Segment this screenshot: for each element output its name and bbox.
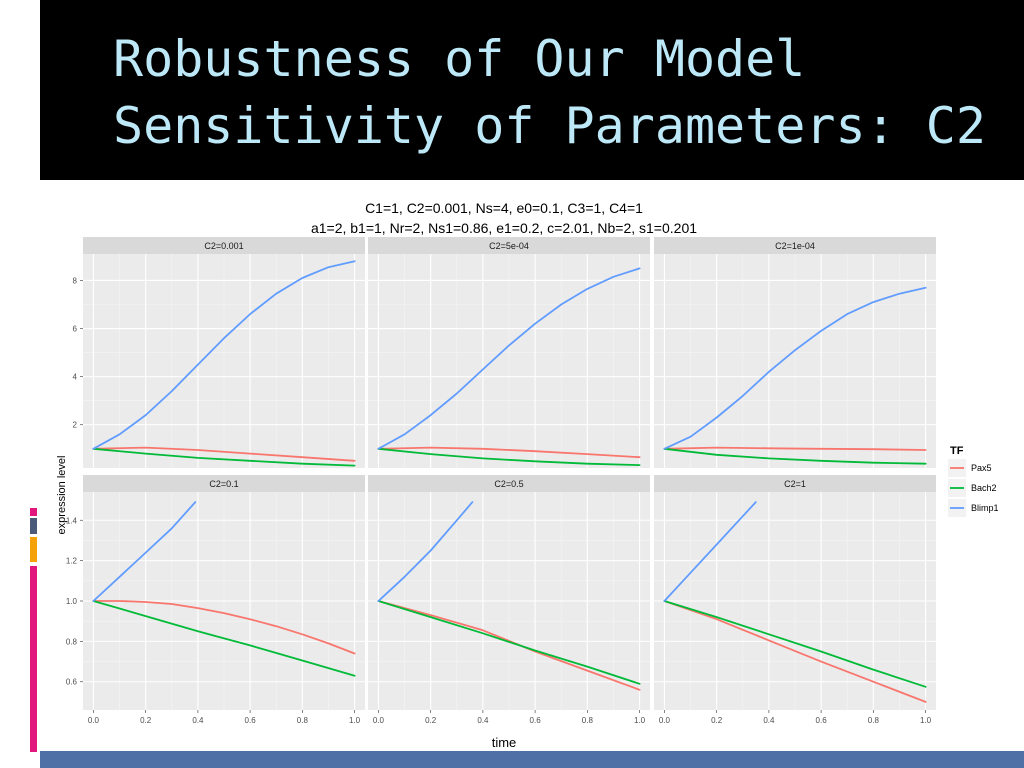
- y-tick-label: 1.2: [66, 557, 78, 566]
- x-tick-label: 0.4: [763, 716, 775, 725]
- series-line-pax5: [92, 446, 356, 462]
- x-tick-label: 1.0: [634, 716, 646, 725]
- legend-items: Pax5 Bach2 Blimp1: [948, 459, 999, 517]
- series-line-blimp1: [92, 260, 356, 450]
- chart-title-line-1: C1=1, C2=0.001, Ns=4, e0=0.1, C3=1, C4=1: [365, 200, 643, 216]
- y-tick-label: 1.0: [66, 597, 78, 606]
- slide-title-line-2: Sensitivity of Parameters: C2: [113, 97, 986, 155]
- facet-strip-label: C2=0.5: [494, 479, 523, 489]
- facet-strip-label: C2=0.1: [209, 479, 238, 489]
- x-tick-label: 0.8: [297, 716, 309, 725]
- y-tick-label: 6: [73, 325, 78, 334]
- x-tick-label: 0.0: [659, 716, 671, 725]
- deco-stripe-white-2: [27, 30, 31, 118]
- series-line-bach2: [377, 447, 641, 467]
- y-tick-label: 0.6: [66, 678, 78, 687]
- series-line-bach2: [92, 600, 356, 677]
- chart-area: C1=1, C2=0.001, Ns=4, e0=0.1, C3=1, C4=1…: [40, 180, 1024, 751]
- x-tick-label: 0.2: [711, 716, 723, 725]
- axis-ticks: 2 4 6 8 0.6 0.8 1.0 1.2 1.4 0.0 0.2 0.4 0.6 0.8 1.0 0.0…: [66, 276, 932, 725]
- x-tick-label: 0.8: [582, 716, 594, 725]
- x-tick-label: 1.0: [349, 716, 361, 725]
- x-tick-label: 1.0: [920, 716, 932, 725]
- facet-strip-label: C2=1e-04: [775, 241, 815, 251]
- y-tick-label: 1.4: [66, 516, 78, 525]
- x-tick-label: 0.0: [373, 716, 385, 725]
- x-tick-label: 0.0: [88, 716, 100, 725]
- deco-stripe-white-1: [22, 30, 24, 118]
- slide-left-decoration: [0, 0, 40, 768]
- legend: TF Pax5 Bach2 Blimp1: [948, 445, 999, 517]
- facet-strip: [83, 237, 365, 254]
- facet-strip-label: C2=5e-04: [489, 241, 529, 251]
- x-tick-label: 0.4: [477, 716, 489, 725]
- x-axis-label: time: [492, 735, 517, 750]
- series-line-pax5: [663, 446, 927, 451]
- x-tick-label: 0.2: [425, 716, 437, 725]
- slide-title-bar: Robustness of Our Model Sensitivity of P…: [40, 0, 1024, 180]
- y-tick-label: 0.8: [66, 637, 78, 646]
- x-tick-label: 0.6: [816, 716, 828, 725]
- y-tick-label: 8: [73, 276, 78, 285]
- y-tick-label: 4: [73, 373, 78, 382]
- deco-block-pink-small: [30, 508, 37, 516]
- series-line-pax5: [377, 446, 641, 459]
- x-tick-label: 0.8: [868, 716, 880, 725]
- facet-strip: [368, 237, 650, 254]
- x-tick-label: 0.6: [530, 716, 542, 725]
- series-line-bach2: [92, 447, 356, 467]
- series-line-blimp1: [377, 501, 474, 602]
- deco-block-orange: [30, 537, 37, 562]
- slide-bottom-band: [40, 751, 1024, 768]
- facet-panel: C2=0.1: [83, 475, 365, 710]
- legend-label-blimp1: Blimp1: [971, 503, 999, 513]
- series-line-blimp1: [663, 501, 757, 602]
- facet-panel: C2=0.5: [368, 475, 650, 710]
- facet-panel: C2=1: [654, 475, 936, 710]
- chart-title-line-2: a1=2, b1=1, Nr=2, Ns1=0.86, e1=0.2, c=2.…: [311, 220, 697, 236]
- series-line-blimp1: [92, 501, 197, 602]
- facet-panel: C2=0.001: [83, 237, 365, 468]
- y-axis-label: expression level: [56, 456, 68, 535]
- facet-panel: C2=5e-04: [368, 237, 650, 468]
- series-line-pax5: [377, 600, 641, 691]
- facet-strip: [368, 475, 650, 492]
- legend-title: TF: [950, 445, 964, 457]
- deco-block-slate: [30, 518, 37, 534]
- deco-block-pink-tall: [30, 566, 37, 752]
- x-tick-label: 0.4: [192, 716, 204, 725]
- series-line-pax5: [92, 600, 356, 655]
- series-line-blimp1: [377, 267, 641, 450]
- deco-stripe-white-3: [34, 30, 40, 118]
- series-line-pax5: [663, 600, 927, 703]
- series-line-blimp1: [663, 286, 927, 450]
- series-line-bach2: [377, 600, 641, 685]
- x-tick-label: 0.6: [245, 716, 257, 725]
- series-line-bach2: [663, 600, 927, 688]
- facet-strip: [654, 237, 936, 254]
- facet-panel: C2=1e-04: [654, 237, 936, 468]
- facet-line-chart: C1=1, C2=0.001, Ns=4, e0=0.1, C3=1, C4=1…: [56, 200, 999, 750]
- facet-strip-label: C2=1: [784, 479, 806, 489]
- facet-strip: [654, 475, 936, 492]
- y-tick-label: 2: [73, 421, 78, 430]
- series-line-bach2: [663, 447, 927, 465]
- x-tick-label: 0.2: [140, 716, 152, 725]
- facet-strip-label: C2=0.001: [204, 241, 243, 251]
- facet-panels: C2=0.001 C2=5e-04 C2=1e-04 C2=0.1 C2=0.5 C2=1: [83, 237, 936, 710]
- slide-title-line-1: Robustness of Our Model: [113, 30, 806, 88]
- legend-label-bach2: Bach2: [971, 483, 997, 493]
- facet-strip: [83, 475, 365, 492]
- legend-label-pax5: Pax5: [971, 463, 992, 473]
